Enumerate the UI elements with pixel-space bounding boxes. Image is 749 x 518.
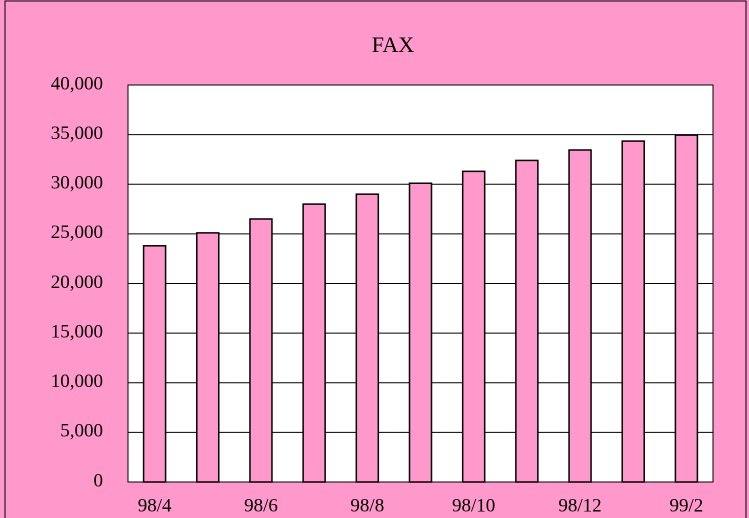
y-tick-label: 0 xyxy=(94,470,104,491)
chart-title: FAX xyxy=(372,32,414,57)
bar xyxy=(568,149,592,483)
x-tick-label: 98/6 xyxy=(244,495,278,516)
x-tick-label: 98/8 xyxy=(350,495,384,516)
bar xyxy=(674,134,699,483)
y-tick-label: 5,000 xyxy=(60,421,103,442)
bar xyxy=(196,232,220,483)
x-tick-label: 99/2 xyxy=(670,495,704,516)
bar xyxy=(621,140,645,483)
y-tick-label: 25,000 xyxy=(51,222,103,243)
bar xyxy=(142,245,167,483)
bar xyxy=(249,218,273,483)
bar xyxy=(408,182,433,483)
y-tick-label: 30,000 xyxy=(51,173,103,194)
y-tick-label: 15,000 xyxy=(51,321,103,342)
x-tick-label: 98/10 xyxy=(452,495,495,516)
bar xyxy=(355,193,380,483)
y-tick-label: 40,000 xyxy=(51,73,103,94)
y-tick-label: 10,000 xyxy=(51,371,103,392)
bar xyxy=(515,159,539,483)
x-tick-label: 98/12 xyxy=(558,495,601,516)
bar xyxy=(302,203,326,483)
y-tick-label: 35,000 xyxy=(51,123,103,144)
y-tick-label: 20,000 xyxy=(51,272,103,293)
x-tick-label: 98/4 xyxy=(138,495,172,516)
bar xyxy=(461,170,486,483)
